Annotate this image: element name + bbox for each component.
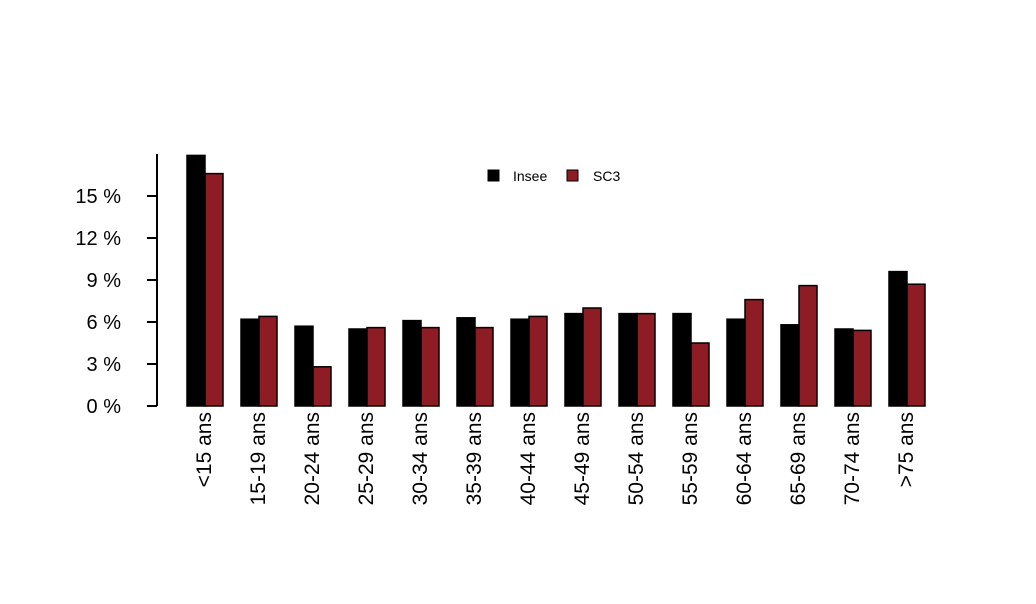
bar-sc3-12	[852, 329, 872, 407]
x-tick-label: 40-44 ans	[517, 412, 540, 505]
bar-insee-10	[726, 318, 746, 407]
bar-insee-7	[564, 312, 584, 407]
y-axis: 0 % 3 % 6 % 9 % 12 % 15 %	[75, 154, 158, 418]
bar-insee-11	[780, 324, 800, 407]
legend-swatch-insee	[487, 169, 500, 182]
x-tick-label: 50-54 ans	[625, 412, 648, 505]
x-tick-label: 35-39 ans	[463, 412, 486, 505]
bar-sc3-9	[690, 342, 710, 407]
bar-insee-13	[888, 270, 908, 407]
legend: Insee SC3	[487, 168, 620, 184]
y-tick-label: 6 %	[87, 312, 122, 334]
bars-group	[186, 154, 926, 407]
legend-swatch-sc3	[566, 169, 579, 182]
bar-sc3-1	[258, 315, 278, 407]
x-tick-label: >75 ans	[895, 412, 918, 487]
bar-sc3-3	[366, 326, 386, 407]
x-tick-label: <15 ans	[193, 412, 216, 487]
x-tick-label: 20-24 ans	[301, 412, 324, 505]
bar-insee-12	[834, 328, 854, 407]
bar-insee-1	[240, 318, 260, 407]
x-tick-label: 55-59 ans	[679, 412, 702, 505]
x-tick-label: 70-74 ans	[841, 412, 864, 505]
bar-sc3-13	[906, 283, 926, 407]
bar-insee-8	[618, 312, 638, 407]
y-tick-label: 9 %	[87, 270, 122, 292]
bar-sc3-6	[528, 315, 548, 407]
x-tick-label: 30-34 ans	[409, 412, 432, 505]
x-tick-label: 45-49 ans	[571, 412, 594, 505]
bar-insee-6	[510, 318, 530, 407]
bar-insee-5	[456, 317, 476, 407]
x-tick-label: 15-19 ans	[247, 412, 270, 505]
y-tick-label: 0 %	[87, 396, 122, 418]
y-tick-label: 15 %	[75, 186, 121, 208]
bar-sc3-2	[312, 366, 332, 407]
x-tick-label: 25-29 ans	[355, 412, 378, 505]
y-tick-label: 12 %	[75, 228, 121, 250]
bar-insee-2	[294, 325, 314, 407]
bar-insee-0	[186, 154, 206, 407]
bar-sc3-0	[204, 172, 224, 407]
bar-insee-4	[402, 319, 422, 407]
legend-label-insee: Insee	[513, 168, 547, 184]
bar-sc3-5	[474, 326, 494, 407]
bar-sc3-8	[636, 312, 656, 407]
legend-label-sc3: SC3	[593, 168, 620, 184]
bar-sc3-10	[744, 298, 764, 407]
x-axis-labels: <15 ans 15-19 ans 20-24 ans 25-29 ans 30-34 …	[193, 412, 918, 505]
bar-sc3-4	[420, 326, 440, 407]
y-tick-label: 3 %	[87, 354, 122, 376]
bar-sc3-7	[582, 307, 602, 407]
x-tick-label: 65-69 ans	[787, 412, 810, 505]
bar-sc3-11	[798, 284, 818, 407]
x-tick-label: 60-64 ans	[733, 412, 756, 505]
bar-insee-3	[348, 328, 368, 407]
bar-insee-9	[672, 312, 692, 407]
